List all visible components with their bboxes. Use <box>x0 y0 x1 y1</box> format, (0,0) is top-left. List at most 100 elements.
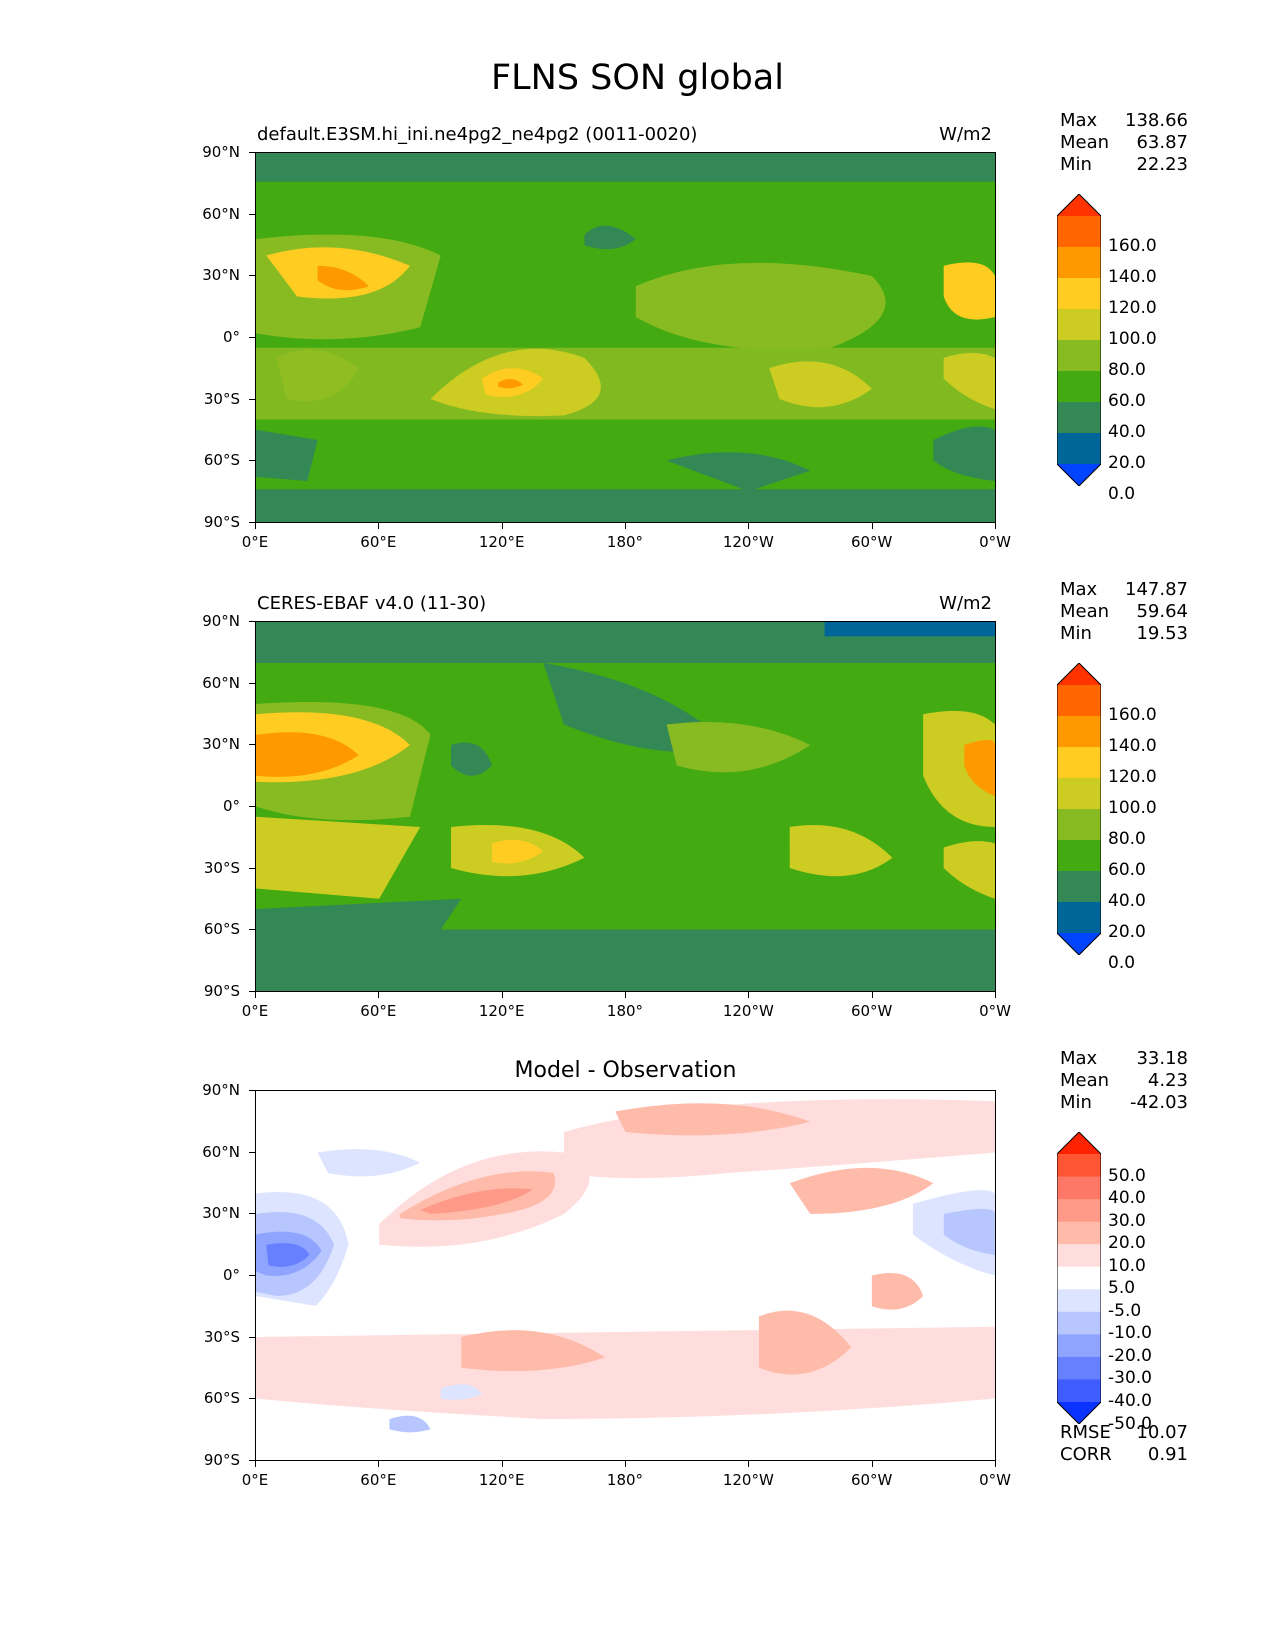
x-tick <box>255 992 256 998</box>
skill-stats-box: RMSE 10.07 CORR 0.91 <box>1060 1422 1188 1466</box>
x-tick-label: 120°W <box>722 533 774 551</box>
x-tick-label: 180° <box>606 533 644 551</box>
stat-value: -42.03 <box>1129 1092 1188 1113</box>
x-tick <box>255 523 256 529</box>
panel-difference: Model - Observation Max <box>0 1048 1275 1508</box>
y-tick-label: 60°N <box>202 673 240 692</box>
x-tick-label: 0°W <box>979 1471 1011 1489</box>
colorbar-segment <box>1057 340 1101 372</box>
y-tick <box>249 1151 255 1153</box>
y-tick <box>249 1460 255 1461</box>
colorbar-segment <box>1057 1244 1101 1268</box>
x-tick <box>501 992 503 998</box>
colorbar-label: -20.0 <box>1108 1345 1152 1366</box>
units-label: W/m2 <box>939 593 992 614</box>
y-tick-label: 90°S <box>203 513 240 531</box>
y-tick-label: 60°N <box>202 1142 240 1161</box>
colorbar-segment <box>1057 309 1101 341</box>
y-tick <box>249 867 255 869</box>
x-tick <box>378 992 380 998</box>
stat-value: 22.23 <box>1136 154 1188 175</box>
y-tick <box>249 213 255 215</box>
panel-model: default.E3SM.hi_ini.ne4pg2_ne4pg2 (0011-… <box>0 110 1275 570</box>
colorbar-label: -50.0 <box>1108 1413 1152 1434</box>
colorbar-svg <box>1057 663 1101 955</box>
colorbar-segment <box>1057 1199 1101 1223</box>
colorbar-label: 160.0 <box>1108 236 1157 256</box>
y-tick-label: 90°N <box>202 612 240 630</box>
x-tick <box>748 523 750 529</box>
colorbar-label: 0.0 <box>1108 953 1136 973</box>
stat-value: 33.18 <box>1136 1048 1188 1069</box>
x-tick-label: 0°E <box>241 533 269 551</box>
y-tick <box>249 806 255 807</box>
colorbar-segment <box>1057 716 1101 748</box>
colorbar-label: 50.0 <box>1108 1165 1146 1186</box>
colorbar-label: 100.0 <box>1108 798 1157 818</box>
y-tick-label: 30°S <box>203 1327 240 1346</box>
y-tick <box>249 460 255 462</box>
colorbar-extend-min <box>1057 933 1101 955</box>
stat-label: Min <box>1060 623 1092 644</box>
colorbar-label: 5.0 <box>1108 1278 1136 1299</box>
stats-box: Max 138.66 Mean 63.87 Min 22.23 <box>1060 110 1188 176</box>
figure-title: FLNS SON global <box>491 58 784 98</box>
y-tick-label: 0° <box>222 1266 240 1284</box>
map-plot <box>255 1090 996 1461</box>
x-tick-label: 0°E <box>241 1471 269 1489</box>
colorbar-label: 80.0 <box>1108 360 1146 380</box>
colorbar-segment <box>1057 902 1101 934</box>
y-tick-label: 90°S <box>203 1451 240 1469</box>
colorbar-label: 40.0 <box>1108 422 1146 442</box>
colorbar-label: -10.0 <box>1108 1323 1152 1344</box>
x-tick <box>378 1461 380 1467</box>
colorbar-label: 0.0 <box>1108 484 1136 504</box>
colorbar-segment <box>1057 809 1101 841</box>
x-tick <box>378 523 380 529</box>
stat-value: 4.23 <box>1147 1070 1188 1091</box>
x-tick <box>501 523 503 529</box>
y-tick <box>249 929 255 931</box>
y-tick <box>249 1398 255 1400</box>
stat-label: Max <box>1060 1048 1098 1069</box>
panel-observation: CERES-EBAF v4.0 (11-30) W/m2 Max 147.87 M… <box>0 579 1275 1039</box>
colorbar-label: -40.0 <box>1108 1391 1152 1411</box>
colorbar-segment <box>1057 247 1101 279</box>
x-tick-label: 120°E <box>478 1471 525 1489</box>
y-tick-label: 90°N <box>202 143 240 161</box>
y-tick-label: 60°N <box>202 204 240 223</box>
colorbar-segment <box>1057 1221 1101 1245</box>
x-tick <box>625 523 626 529</box>
stat-value: 10.07 <box>1136 1422 1188 1443</box>
y-tick <box>249 1090 255 1091</box>
y-tick <box>249 152 255 153</box>
colorbar-segment <box>1057 433 1101 465</box>
colorbar-segment <box>1057 1379 1101 1403</box>
panel-title: default.E3SM.hi_ini.ne4pg2_ne4pg2 (0011-… <box>257 124 698 145</box>
y-tick <box>249 682 255 684</box>
map-field <box>256 622 995 991</box>
colorbar-extend-min <box>1057 464 1101 486</box>
colorbar-svg <box>1057 194 1101 486</box>
stat-value: 63.87 <box>1136 132 1188 153</box>
colorbar-label: 10.0 <box>1108 1255 1146 1276</box>
map-field <box>256 1091 995 1460</box>
panel-title: Model - Observation <box>514 1058 737 1083</box>
y-tick-label: 60°S <box>203 1389 240 1408</box>
colorbar-label: 20.0 <box>1108 1233 1146 1254</box>
colorbar-label: -30.0 <box>1108 1368 1152 1389</box>
y-tick-label: 30°N <box>202 266 240 285</box>
x-tick-label: 0°W <box>979 533 1011 551</box>
stat-label: Mean <box>1060 1070 1110 1091</box>
y-tick <box>249 337 255 338</box>
colorbar-label: 30.0 <box>1108 1210 1146 1231</box>
y-tick <box>249 1213 255 1215</box>
y-tick <box>249 1275 255 1276</box>
y-tick-label: 0° <box>222 328 240 346</box>
x-tick <box>871 992 873 998</box>
colorbar-extend-max <box>1057 1132 1101 1154</box>
colorbar-segment <box>1057 278 1101 310</box>
colorbar-label: 120.0 <box>1108 767 1157 787</box>
x-tick-label: 120°E <box>478 533 525 551</box>
colorbar-extend-max <box>1057 194 1101 216</box>
